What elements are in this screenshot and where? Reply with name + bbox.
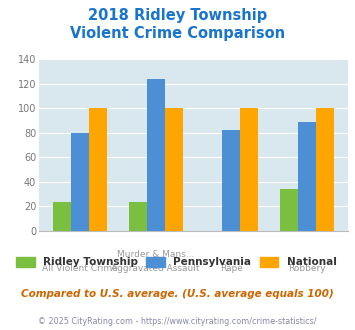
Text: © 2025 CityRating.com - https://www.cityrating.com/crime-statistics/: © 2025 CityRating.com - https://www.city… xyxy=(38,317,317,326)
Bar xyxy=(165,109,183,231)
Text: Compared to U.S. average. (U.S. average equals 100): Compared to U.S. average. (U.S. average … xyxy=(21,289,334,299)
Bar xyxy=(71,133,89,231)
Text: Aggravated Assault: Aggravated Assault xyxy=(111,264,200,273)
Bar xyxy=(279,189,297,231)
Bar xyxy=(53,202,71,231)
Text: Robbery: Robbery xyxy=(288,264,326,273)
Bar xyxy=(297,122,316,231)
Bar xyxy=(147,79,165,231)
Bar xyxy=(316,109,334,231)
Text: Rape: Rape xyxy=(220,264,243,273)
Text: All Violent Crime: All Violent Crime xyxy=(42,264,118,273)
Text: 2018 Ridley Township: 2018 Ridley Township xyxy=(88,8,267,23)
Bar xyxy=(240,109,258,231)
Bar xyxy=(129,202,147,231)
Text: Murder & Mans...: Murder & Mans... xyxy=(117,250,195,259)
Legend: Ridley Township, Pennsylvania, National: Ridley Township, Pennsylvania, National xyxy=(16,256,337,267)
Bar xyxy=(89,109,108,231)
Bar xyxy=(222,130,240,231)
Text: Violent Crime Comparison: Violent Crime Comparison xyxy=(70,26,285,41)
